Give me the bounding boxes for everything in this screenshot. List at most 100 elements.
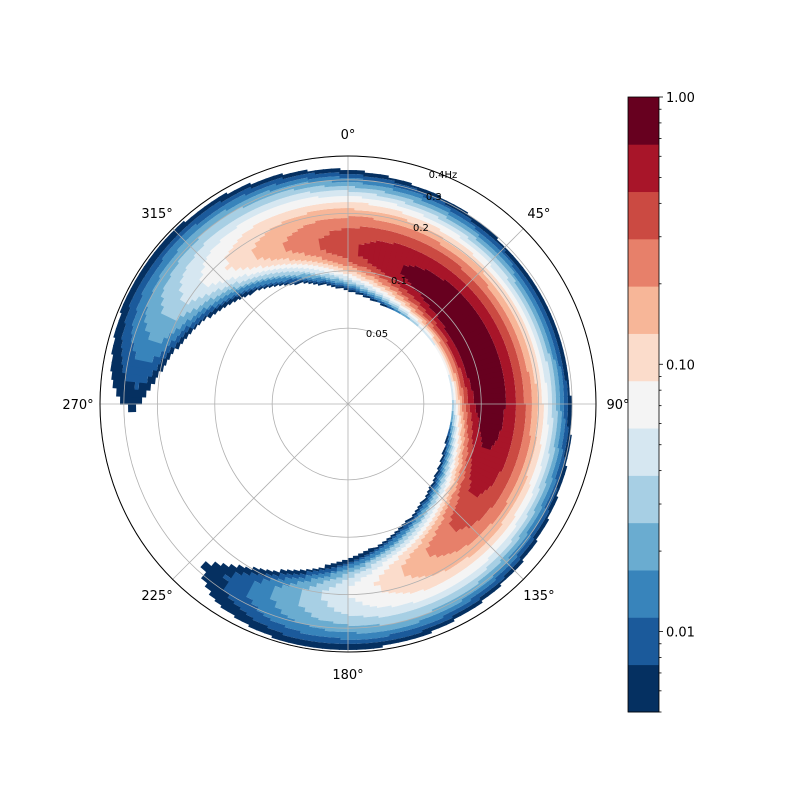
- contour-cell: [320, 273, 326, 277]
- contour-cell: [368, 551, 375, 555]
- contour-cell: [465, 407, 470, 413]
- contour-cell: [451, 319, 486, 344]
- contour-cell: [442, 459, 447, 465]
- angular-tick-label: 180°: [332, 668, 363, 683]
- contour-cell: [514, 260, 524, 271]
- contour-cell: [338, 639, 349, 644]
- contour-cell: [316, 276, 323, 282]
- contour-cell: [347, 567, 355, 572]
- contour-cell: [143, 313, 177, 335]
- contour-cell: [341, 228, 349, 259]
- contour-cell: [553, 462, 560, 473]
- contour-cell: [187, 326, 194, 335]
- contour-cell: [334, 282, 340, 285]
- contour-cell: [233, 202, 244, 211]
- contour-cell: [273, 282, 280, 288]
- contour-cell: [449, 608, 460, 617]
- contour-cell: [396, 200, 407, 209]
- contour-cell: [333, 266, 340, 271]
- contour-cell: [382, 542, 389, 546]
- contour-cell: [543, 445, 550, 455]
- contour-cell: [404, 198, 415, 207]
- contour-cell: [530, 511, 539, 522]
- contour-cell: [532, 531, 541, 541]
- contour-cell: [351, 290, 357, 293]
- contour-cell: [411, 202, 422, 209]
- contour-cell: [382, 295, 388, 299]
- contour-cell: [456, 367, 462, 373]
- contour-cell: [463, 395, 468, 401]
- angular-tick-label: 0°: [341, 128, 356, 143]
- contour-cell: [386, 305, 392, 310]
- contour-cell: [342, 266, 349, 271]
- contour-cell: [451, 381, 455, 386]
- contour-cell: [134, 350, 155, 363]
- contour-cell: [408, 551, 425, 579]
- contour-cell: [528, 538, 538, 549]
- contour-cell: [429, 328, 434, 334]
- contour-cell: [252, 222, 267, 239]
- contour-cell: [299, 177, 310, 184]
- contour-cell: [484, 319, 497, 331]
- angular-tick-labels: 0°45°90°135°180°225°270°315°: [62, 128, 629, 683]
- colorbar-band: [628, 144, 659, 193]
- contour-cell: [529, 296, 538, 306]
- contour-cell: [183, 324, 191, 333]
- contour-cell: [424, 498, 430, 504]
- contour-cell: [302, 191, 313, 199]
- contour-cell: [396, 630, 407, 639]
- contour-cell: [347, 290, 353, 293]
- contour-cell: [362, 180, 372, 186]
- contour-cell: [209, 245, 231, 268]
- contour-cell: [338, 643, 349, 650]
- contour-cell: [486, 576, 497, 586]
- contour-cell: [347, 196, 356, 203]
- contour-cell: [204, 562, 230, 593]
- contour-cell: [286, 188, 297, 197]
- contour-cell: [351, 280, 357, 283]
- contour-cell: [545, 510, 552, 520]
- contour-cell: [397, 526, 404, 531]
- contour-cell: [436, 486, 442, 492]
- contour-cell: [296, 276, 303, 280]
- contour-cell: [514, 558, 524, 569]
- contour-cell: [335, 230, 344, 257]
- contour-cell: [539, 459, 549, 469]
- contour-cell: [322, 630, 333, 638]
- contour-cell: [312, 279, 318, 283]
- contour-cell: [290, 174, 301, 181]
- contour-cell: [483, 238, 493, 247]
- contour-cell: [257, 256, 269, 269]
- contour-cell: [533, 303, 541, 313]
- contour-cell: [547, 396, 552, 405]
- contour-cell: [441, 450, 446, 455]
- contour-cell: [339, 182, 349, 187]
- contour-cell: [460, 544, 475, 559]
- contour-cell: [351, 282, 357, 285]
- angular-gridline: [347, 403, 524, 580]
- contour-cell: [354, 601, 364, 616]
- contour-cell: [448, 349, 453, 355]
- contour-cell: [391, 537, 399, 543]
- contour-cell: [439, 345, 444, 351]
- contour-cell: [335, 284, 341, 287]
- contour-cell: [549, 374, 555, 384]
- contour-cell: [369, 275, 376, 281]
- contour-cell: [343, 286, 349, 289]
- contour-cell: [442, 480, 448, 486]
- contour-cell: [536, 355, 542, 365]
- contour-cell: [518, 359, 527, 368]
- contour-cell: [298, 266, 306, 273]
- contour-cell: [402, 313, 408, 318]
- contour-cell: [450, 369, 454, 375]
- contour-cell: [359, 292, 364, 296]
- contour-cell: [446, 363, 450, 369]
- contour-cell: [279, 568, 288, 576]
- contour-cell: [295, 274, 302, 279]
- contour-cell: [419, 507, 425, 512]
- contour-cell: [297, 632, 308, 641]
- contour-cell: [454, 601, 465, 610]
- contour-cell: [363, 291, 369, 294]
- contour-cell: [235, 266, 247, 278]
- contour-cell: [533, 522, 542, 532]
